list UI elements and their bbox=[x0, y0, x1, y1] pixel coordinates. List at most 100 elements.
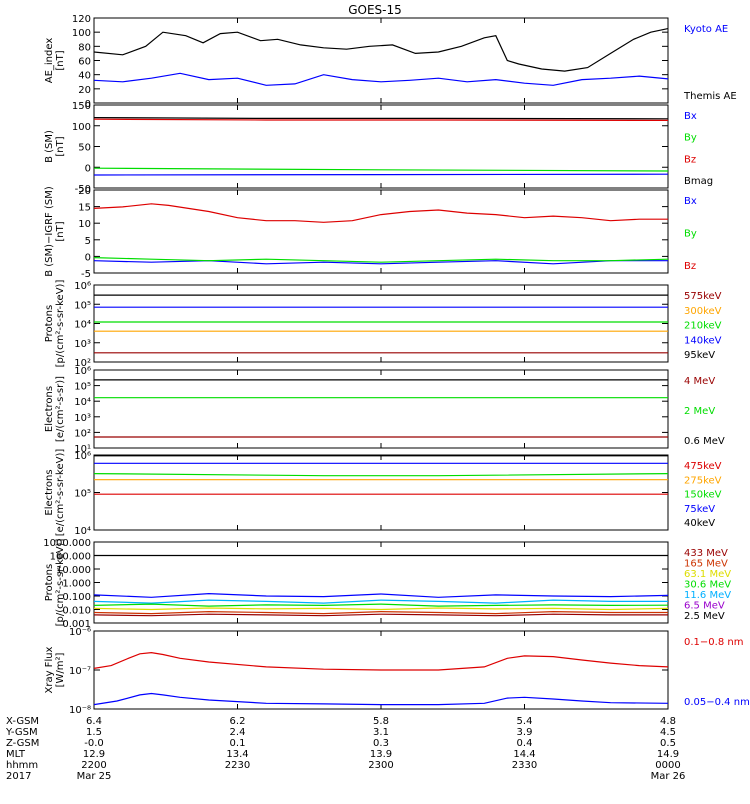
x-axis-value: 1.5 bbox=[86, 727, 102, 738]
legend-entry: 4 MeV bbox=[684, 376, 715, 387]
y-axis-label: [e/(cm²-s-sr)] bbox=[55, 376, 66, 442]
series-line bbox=[93, 72, 669, 86]
x-axis-value: 6.2 bbox=[230, 716, 246, 727]
series-line bbox=[93, 173, 669, 176]
y-axis-label: [p/(cm²-s-sr-keV)] bbox=[55, 280, 66, 368]
y-tick-label: 1.000 bbox=[62, 579, 91, 590]
series-line bbox=[93, 610, 668, 615]
legend-entry: Bz bbox=[684, 261, 696, 272]
legend-entry: 0.1−0.8 nm bbox=[684, 637, 743, 648]
legend-entry: Bx bbox=[684, 196, 697, 207]
y-tick-label: 10⁴ bbox=[74, 397, 91, 408]
x-axis-row-label: hhmm bbox=[6, 760, 38, 771]
y-tick-label: 50 bbox=[78, 143, 91, 154]
legend-entry: 95keV bbox=[684, 350, 715, 361]
legend-entry: Bz bbox=[684, 154, 696, 165]
y-tick-label: 0.001 bbox=[62, 619, 91, 630]
x-axis-value: 5.8 bbox=[373, 716, 389, 727]
panel-xray: 10⁻⁸ 10⁻⁷ 10⁻⁶ Xray Flux [W/m²] 0.1−0.8 nm 0.0… bbox=[44, 627, 750, 716]
y-tick-label: 10² bbox=[74, 428, 91, 439]
series-line bbox=[93, 203, 668, 223]
y-tick-label: 10.000 bbox=[56, 565, 91, 576]
series-line bbox=[93, 603, 669, 607]
series-line bbox=[93, 28, 669, 72]
y-tick-label: 100.000 bbox=[50, 552, 91, 563]
y-tick-label: 0 bbox=[85, 252, 91, 263]
y-tick-label: 5 bbox=[85, 236, 91, 247]
y-axis-label: [e/(cm²-s-sr-keV)] bbox=[55, 449, 66, 537]
y-axis-label: B (SM)−IGRF (SM) bbox=[44, 186, 55, 277]
y-tick-label: 10⁴ bbox=[74, 320, 91, 331]
legend-entry: 6.5 MeV bbox=[684, 601, 725, 612]
y-axis-label: B (SM) bbox=[44, 130, 55, 163]
legend-entry: 275keV bbox=[684, 475, 722, 486]
y-tick-label: 1000.000 bbox=[43, 538, 91, 549]
panel-frame bbox=[93, 454, 669, 531]
y-tick-label: 20 bbox=[78, 186, 91, 197]
y-axis-label: [W/m²] bbox=[55, 652, 66, 687]
y-tick-label: 10³ bbox=[74, 413, 91, 424]
y-tick-label: 10⁶ bbox=[74, 281, 91, 292]
y-axis-label: [nT] bbox=[55, 50, 66, 70]
x-axis-value: Mar 26 bbox=[651, 771, 686, 782]
legend-entry: 30.6 MeV bbox=[684, 580, 731, 591]
y-tick-label: 10⁵ bbox=[74, 489, 91, 500]
x-axis-value: 3.1 bbox=[373, 727, 389, 738]
legend-entry: 140keV bbox=[684, 335, 722, 346]
x-axis-value: 0.4 bbox=[517, 738, 533, 749]
y-tick-label: 60 bbox=[78, 57, 91, 68]
y-axis-label: Protons bbox=[44, 305, 55, 342]
y-tick-label: 10⁵ bbox=[74, 382, 91, 393]
y-tick-label: 0 bbox=[85, 99, 91, 110]
y-axis-label: Protons bbox=[44, 564, 55, 601]
y-axis-label: Xray Flux bbox=[44, 646, 55, 693]
y-axis-label: [nT] bbox=[55, 221, 66, 241]
panel-protons_low: 10² 10³ 10⁴ 10⁵ 10⁶ Protons [p/(cm²-s-sr-keV)]… bbox=[44, 280, 722, 369]
legend-entry: 40keV bbox=[684, 518, 715, 529]
chart-title: GOES-15 bbox=[348, 3, 402, 17]
x-axis-row-label: 2017 bbox=[6, 771, 31, 782]
panel-frame bbox=[93, 17, 669, 104]
x-axis-value: -0.0 bbox=[84, 738, 104, 749]
x-axis-value: 5.4 bbox=[517, 716, 533, 727]
y-tick-label: 0 bbox=[85, 163, 91, 174]
x-axis-value: 2230 bbox=[225, 760, 250, 771]
legend-entry: 0.05−0.4 nm bbox=[684, 697, 750, 708]
y-tick-label: 40 bbox=[78, 71, 91, 82]
y-tick-label: 10¹ bbox=[74, 444, 91, 455]
y-tick-label: 100 bbox=[72, 122, 91, 133]
y-tick-label: 10³ bbox=[74, 339, 91, 350]
legend-entry: 2 MeV bbox=[684, 406, 715, 417]
y-tick-label: -5 bbox=[81, 269, 91, 280]
panel-frame bbox=[93, 369, 669, 449]
legend-entry: 150keV bbox=[684, 490, 722, 501]
series-line bbox=[93, 651, 669, 671]
x-axis-value: 12.9 bbox=[83, 749, 105, 760]
x-axis-row-label: Y-GSM bbox=[5, 727, 38, 738]
legend-entry: Themis AE bbox=[683, 91, 737, 102]
x-axis-value: 13.4 bbox=[226, 749, 248, 760]
legend-entry: 2.5 MeV bbox=[684, 611, 725, 622]
series-line bbox=[93, 599, 668, 604]
y-tick-label: 20 bbox=[78, 85, 91, 96]
legend-entry: 300keV bbox=[684, 306, 722, 317]
x-axis-value: 14.9 bbox=[657, 749, 679, 760]
y-axis-label: Electrons bbox=[44, 386, 55, 432]
series-line bbox=[93, 692, 669, 706]
series-line bbox=[93, 260, 668, 265]
panel-electrons_low: 10⁴ 10⁵ 10⁶ Electrons [e/(cm²-s-sr-keV)] 475k… bbox=[44, 449, 722, 537]
x-axis-value: Mar 25 bbox=[77, 771, 112, 782]
y-axis-label: AE_index bbox=[44, 38, 55, 84]
series-line bbox=[93, 473, 669, 477]
y-tick-label: 10 bbox=[78, 219, 91, 230]
x-axis-row-label: Z-GSM bbox=[6, 738, 39, 749]
x-axis-value: 4.8 bbox=[660, 716, 676, 727]
x-axis-row-label: MLT bbox=[6, 749, 26, 760]
legend-entry: By bbox=[684, 133, 697, 144]
y-tick-label: 10⁻⁶ bbox=[69, 627, 91, 638]
legend-entry: 210keV bbox=[684, 321, 722, 332]
legend-entry: Kyoto AE bbox=[684, 24, 728, 35]
y-axis-label: Electrons bbox=[44, 469, 55, 515]
